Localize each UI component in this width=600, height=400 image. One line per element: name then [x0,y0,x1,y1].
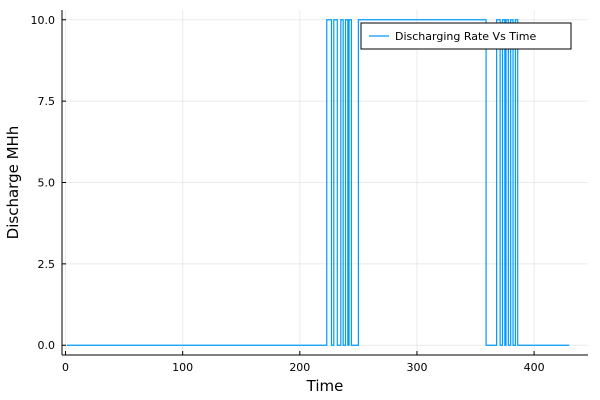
x-tick-label: 0 [62,361,69,374]
x-tick-label: 100 [172,361,193,374]
axes [61,10,588,356]
series-group [66,19,570,346]
x-axis-label: Time [306,377,344,395]
series-line [66,19,570,346]
y-tick-label: 2.5 [38,258,56,271]
legend-label: Discharging Rate Vs Time [395,30,536,43]
x-tick-label: 200 [289,361,310,374]
y-tick-label: 5.0 [38,177,56,190]
y-tick-label: 0.0 [38,339,56,352]
x-tick-label: 400 [524,361,545,374]
tick-labels: 0 100 200 300 400 0.0 2.5 5.0 7.5 10.0 [31,14,545,374]
x-tick-label: 300 [406,361,427,374]
grid-lines [62,10,588,355]
y-axis-label: Discharge MHh [4,126,22,240]
y-tick-label: 10.0 [31,14,56,27]
y-tick-label: 7.5 [38,95,56,108]
legend: Discharging Rate Vs Time [360,22,572,50]
legend-box [360,22,572,50]
